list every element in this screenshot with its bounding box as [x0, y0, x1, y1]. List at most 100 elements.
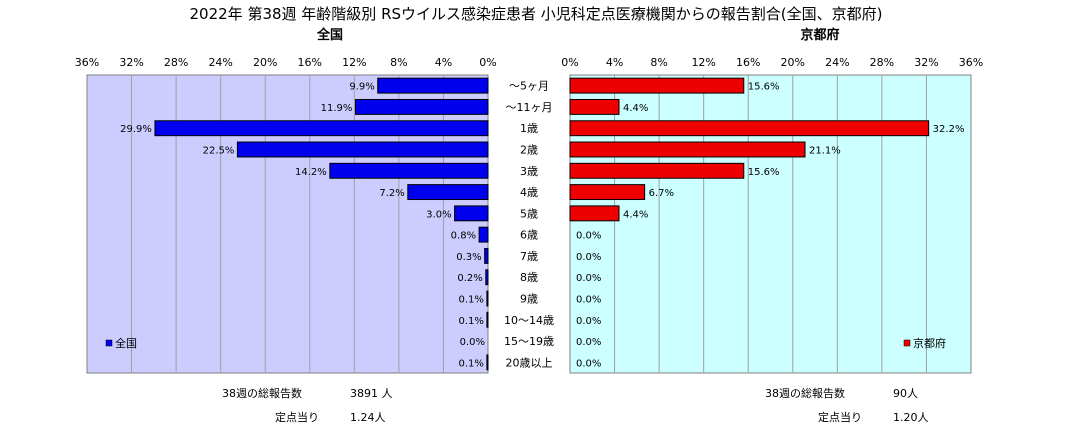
right-tick-label: 16% — [736, 56, 760, 69]
left-chart-subtitle: 全国 — [316, 28, 343, 43]
left-plot-area — [86, 74, 489, 374]
left-data-label: 0.2% — [457, 273, 482, 284]
left-per-sentinel-value: 1.24人 — [350, 411, 386, 424]
left-data-label: 22.5% — [203, 146, 235, 157]
left-bar — [377, 77, 489, 94]
left-data-label: 9.9% — [349, 82, 374, 93]
age-category-label: 20歳以上 — [506, 356, 553, 369]
left-bar — [485, 269, 489, 286]
right-tick-label: 12% — [691, 56, 715, 69]
left-legend-label: 全国 — [115, 336, 137, 350]
age-category-label: 5歳 — [520, 207, 538, 220]
age-category-label: 4歳 — [520, 186, 538, 199]
left-bar — [486, 354, 489, 371]
left-bar — [486, 290, 489, 307]
right-data-label: 32.2% — [933, 124, 965, 135]
left-data-label: 29.9% — [120, 124, 152, 135]
right-data-label: 15.6% — [748, 167, 780, 178]
right-data-label: 0.0% — [576, 316, 601, 327]
right-data-label: 0.0% — [576, 295, 601, 306]
left-data-label: 0.3% — [456, 252, 481, 263]
left-data-label: 14.2% — [295, 167, 327, 178]
left-data-label: 0.0% — [460, 337, 485, 348]
age-category-label: 9歳 — [520, 293, 538, 306]
right-data-label: 4.4% — [623, 209, 648, 220]
left-data-label: 11.9% — [321, 103, 353, 114]
age-category-label: 1歳 — [520, 122, 538, 135]
right-data-label: 6.7% — [649, 188, 674, 199]
age-category-label: 6歳 — [520, 229, 538, 242]
left-tick-label: 20% — [253, 56, 277, 69]
left-tick-label: 12% — [342, 56, 366, 69]
left-bar — [407, 184, 489, 201]
left-data-label: 7.2% — [379, 188, 404, 199]
right-legend-swatch — [903, 339, 911, 347]
right-tick-label: 28% — [870, 56, 894, 69]
right-data-label: 21.1% — [809, 146, 841, 157]
left-bar — [154, 120, 489, 137]
left-bar — [454, 205, 489, 222]
chart-title: 2022年 第38週 年齢階級別 RSウイルス感染症患者 小児科定点医療機関から… — [189, 5, 883, 23]
right-tick-label: 32% — [914, 56, 938, 69]
right-data-label: 0.0% — [576, 273, 601, 284]
age-category-label: 3歳 — [520, 165, 538, 178]
age-category-label: 8歳 — [520, 271, 538, 284]
left-per-sentinel-label: 定点当り — [275, 411, 319, 424]
right-bar — [569, 98, 620, 115]
right-legend-label: 京都府 — [913, 336, 946, 350]
right-tick-label: 36% — [959, 56, 983, 69]
right-bar — [569, 162, 745, 179]
left-bar — [236, 141, 489, 158]
right-tick-label: 4% — [606, 56, 623, 69]
age-category-label: 7歳 — [520, 250, 538, 263]
right-data-label: 0.0% — [576, 252, 601, 263]
left-data-label: 3.0% — [426, 209, 451, 220]
age-category-label: ～11ヶ月 — [506, 101, 553, 114]
left-total-label: 38週の総報告数 — [222, 387, 302, 400]
left-bar — [478, 226, 489, 243]
left-data-label: 0.8% — [451, 231, 476, 242]
left-data-label: 0.1% — [458, 295, 483, 306]
left-tick-label: 4% — [435, 56, 452, 69]
right-bar — [569, 120, 930, 137]
left-total-value: 3891 人 — [350, 387, 393, 400]
left-bar — [329, 162, 489, 179]
right-per-sentinel-label: 定点当り — [818, 411, 862, 424]
right-data-label: 0.0% — [576, 231, 601, 242]
right-tick-label: 24% — [825, 56, 849, 69]
left-tick-label: 24% — [208, 56, 232, 69]
left-tick-label: 16% — [298, 56, 322, 69]
left-data-label: 0.1% — [458, 316, 483, 327]
age-category-label: 2歳 — [520, 144, 538, 157]
right-bar — [569, 141, 806, 158]
right-data-label: 15.6% — [748, 82, 780, 93]
left-bar — [486, 311, 489, 328]
right-tick-label: 20% — [781, 56, 805, 69]
right-data-label: 4.4% — [623, 103, 648, 114]
left-tick-label: 0% — [479, 56, 496, 69]
age-category-label: ～5ヶ月 — [509, 80, 549, 93]
right-bar — [569, 184, 646, 201]
right-total-label: 38週の総報告数 — [765, 387, 845, 400]
right-total-value: 90人 — [893, 387, 918, 400]
left-data-label: 0.1% — [458, 358, 483, 369]
right-data-label: 0.0% — [576, 358, 601, 369]
right-per-sentinel-value: 1.20人 — [893, 411, 929, 424]
left-tick-label: 32% — [119, 56, 143, 69]
left-tick-label: 28% — [164, 56, 188, 69]
right-data-label: 0.0% — [576, 337, 601, 348]
right-tick-label: 0% — [561, 56, 578, 69]
left-bar — [484, 247, 489, 264]
age-category-label: 15～19歳 — [504, 335, 554, 348]
right-bar — [569, 205, 620, 222]
left-tick-label: 36% — [75, 56, 99, 69]
right-plot-area — [569, 74, 972, 374]
right-bar — [569, 77, 745, 94]
right-tick-label: 8% — [650, 56, 667, 69]
age-category-label: 10～14歳 — [504, 314, 554, 327]
right-chart-subtitle: 京都府 — [800, 28, 840, 43]
left-bar — [354, 98, 489, 115]
left-legend-swatch — [105, 339, 113, 347]
